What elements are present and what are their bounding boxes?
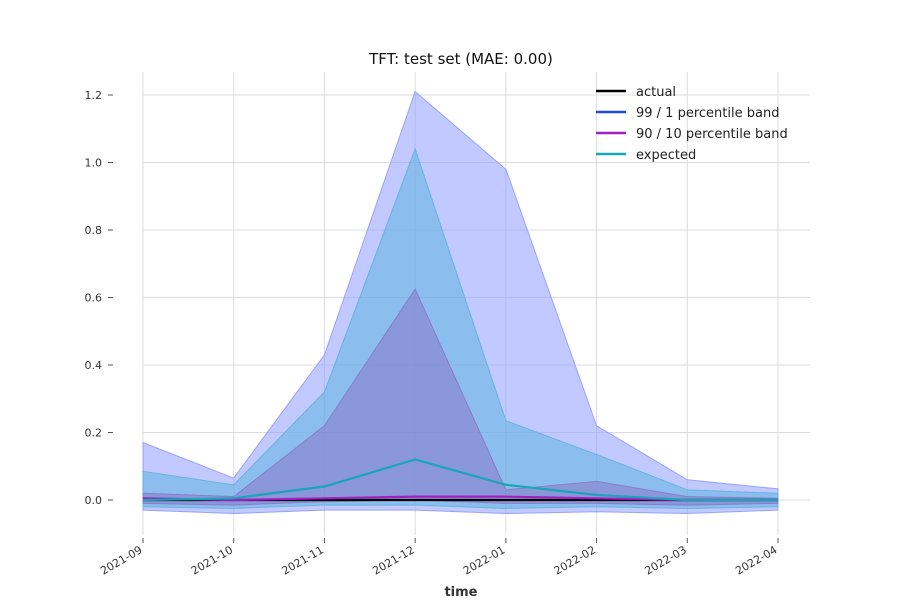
x-tick-label-2: 2021-11: [280, 543, 326, 577]
x-tick-label-5: 2022-02: [552, 543, 598, 577]
x-tick-label-3: 2021-12: [370, 543, 416, 577]
y-axis-ticks: 0.0 0.2 0.4 0.6 0.8 1.0 1.2: [85, 89, 113, 507]
legend-label-3: expected: [636, 148, 696, 163]
x-tick-label-0: 2021-09: [98, 543, 144, 577]
x-tick-label-7: 2022-04: [733, 543, 779, 577]
legend-label-0: actual: [636, 85, 676, 100]
y-tick-label-0: 0.0: [85, 494, 103, 507]
legend-label-2: 90 / 10 percentile band: [636, 127, 788, 142]
series-lines: [142, 458, 778, 502]
x-axis-ticks: 2021-09 2021-10 2021-11 2021-12 2022-01 2022-…: [98, 538, 780, 578]
y-tick-label-5: 1.0: [85, 157, 103, 170]
bands: [142, 90, 779, 515]
x-tick-label-6: 2022-03: [642, 543, 688, 577]
legend: actual 99 / 1 percentile band 90 / 10 perc…: [596, 85, 788, 163]
band-1: [142, 147, 779, 509]
y-tick-label-4: 0.8: [85, 224, 103, 237]
y-tick-label-3: 0.6: [85, 292, 103, 305]
y-tick-label-6: 1.2: [85, 89, 103, 102]
x-axis-label: time: [444, 585, 477, 600]
legend-label-1: 99 / 1 percentile band: [636, 106, 779, 121]
x-tick-label-4: 2022-01: [461, 543, 507, 577]
x-tick-label-1: 2021-10: [189, 543, 235, 577]
chart-title: TFT: test set (MAE: 0.00): [368, 50, 553, 68]
series-line-expected: [142, 458, 778, 502]
y-tick-label-1: 0.2: [85, 427, 103, 440]
y-tick-label-2: 0.4: [85, 359, 103, 372]
band-2: [142, 288, 779, 506]
